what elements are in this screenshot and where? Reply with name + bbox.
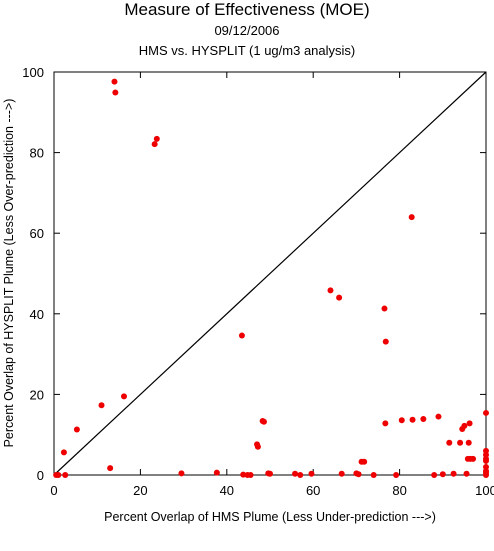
data-point xyxy=(431,472,438,478)
data-point xyxy=(382,420,389,427)
data-point xyxy=(112,89,119,96)
data-point xyxy=(98,402,105,409)
data-point xyxy=(420,415,427,422)
data-point xyxy=(62,472,69,478)
x-tick-label: 40 xyxy=(220,483,234,498)
data-point xyxy=(483,472,489,478)
data-point xyxy=(439,471,446,478)
y-tick-label: 100 xyxy=(22,65,44,80)
data-point xyxy=(107,465,114,472)
data-point xyxy=(461,422,468,429)
data-point xyxy=(55,472,62,478)
data-point xyxy=(355,471,362,478)
chart-title: Measure of Effectiveness (MOE) xyxy=(124,0,370,19)
data-point xyxy=(308,470,315,477)
data-point xyxy=(446,439,453,446)
data-point xyxy=(297,472,304,478)
x-tick-label: 80 xyxy=(392,483,406,498)
y-tick-label: 0 xyxy=(37,468,44,483)
x-tick-label: 0 xyxy=(50,483,57,498)
x-tick-label: 100 xyxy=(475,483,494,498)
data-point xyxy=(408,214,415,221)
y-tick-label: 80 xyxy=(30,146,44,161)
data-point xyxy=(151,141,158,148)
data-point xyxy=(254,443,261,450)
data-point xyxy=(327,287,334,294)
data-point xyxy=(381,305,388,312)
data-point xyxy=(247,472,254,478)
reference-line-diagonal xyxy=(53,71,487,476)
data-point xyxy=(73,426,80,433)
data-point xyxy=(240,471,247,478)
data-point xyxy=(398,417,405,424)
data-point xyxy=(260,418,267,425)
data-point xyxy=(213,469,220,476)
data-point xyxy=(409,416,416,423)
chart-subtitle: HMS vs. HYSPLIT (1 ug/m3 analysis) xyxy=(138,43,356,58)
x-tick-label: 20 xyxy=(133,483,147,498)
y-tick-label: 60 xyxy=(30,226,44,241)
data-point xyxy=(336,294,343,301)
data-point xyxy=(483,409,489,416)
data-point xyxy=(465,439,472,446)
chart-date: 09/12/2006 xyxy=(214,23,280,38)
data-point xyxy=(457,439,464,446)
data-point xyxy=(267,470,273,477)
data-point xyxy=(435,413,442,420)
data-point xyxy=(470,455,477,462)
data-point xyxy=(382,338,389,345)
data-point xyxy=(178,470,185,477)
data-point xyxy=(238,332,245,339)
y-tick-label: 40 xyxy=(30,307,44,322)
data-point xyxy=(370,472,377,478)
data-point xyxy=(361,458,368,465)
data-point xyxy=(483,457,489,464)
data-point xyxy=(338,470,345,477)
y-tick-label: 20 xyxy=(30,387,44,402)
x-tick-label: 60 xyxy=(306,483,320,498)
x-axis-label: Percent Overlap of HMS Plume (Less Under… xyxy=(104,510,436,524)
data-point xyxy=(120,393,127,400)
data-point xyxy=(466,420,473,427)
data-point xyxy=(153,135,160,142)
data-point xyxy=(450,470,457,477)
data-point xyxy=(292,470,299,477)
data-point xyxy=(60,449,67,456)
data-point xyxy=(393,472,400,478)
y-axis-label: Percent Overlap of HYSPLIT Plume (Less O… xyxy=(2,99,16,448)
data-point xyxy=(463,470,470,477)
data-point xyxy=(111,78,118,85)
